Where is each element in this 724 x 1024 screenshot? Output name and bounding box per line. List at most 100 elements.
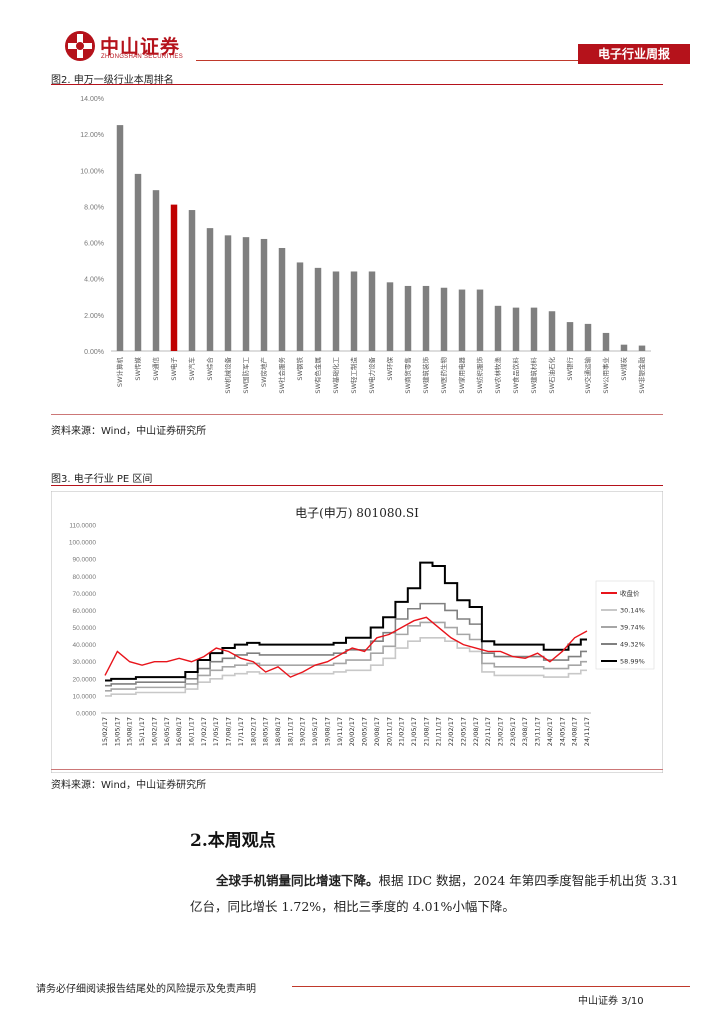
- chart2-bar: [422, 285, 430, 351]
- chart2-bar: [548, 311, 556, 351]
- industry-ranking-bar-chart: 0.00% 2.00% 4.00% 6.00% 8.00% 10.00% 12.00% 14.…: [51, 86, 663, 411]
- chart2-x-tick-label: SW计算机: [115, 357, 124, 388]
- chart2-x-tick-label: SW有色金属: [313, 357, 322, 394]
- chart2-bar: [278, 247, 286, 351]
- chart3-x-tick-label: 23/08/17: [521, 717, 529, 746]
- chart2-bar: [620, 344, 628, 351]
- chart3-frame: [51, 491, 663, 773]
- chart3-x-tick-label: 23/02/17: [496, 717, 504, 746]
- chart3-x-tick-label: 20/11/17: [385, 717, 393, 746]
- chart3-x-tick-label: 23/05/17: [509, 717, 517, 746]
- chart2-bar: [584, 323, 592, 351]
- chart2-x-tick-label: SW通信: [151, 357, 160, 381]
- chart2-x-tick-label: SW轻工制造: [349, 357, 358, 394]
- zhongshan-logo-icon: [65, 31, 95, 61]
- chart3-x-tick-label: 20/02/17: [348, 717, 356, 746]
- chart3-series-line: [104, 616, 588, 678]
- chart2-x-tick-label: SW电力设备: [367, 357, 376, 394]
- figure3-source: 资料来源：Wind，中山证券研究所: [51, 780, 207, 791]
- chart3-title: 电子(申万) 801080.SI: [295, 506, 419, 520]
- chart3-legend-label: 收盘价: [620, 589, 640, 598]
- chart3-legend-label: 58.99%: [620, 658, 645, 666]
- chart3-x-tick-label: 21/08/17: [422, 717, 430, 746]
- chart3-y-tick-label: 90.0000: [73, 557, 97, 564]
- chart2-x-tick-label: SW医药生物: [439, 357, 448, 394]
- chart3-series-line: [105, 637, 587, 697]
- chart2-bar: [458, 289, 466, 351]
- chart3-x-tick-label: 19/11/17: [336, 717, 344, 746]
- report-type-badge: 电子行业周报: [578, 44, 690, 64]
- pe-band-line-chart: 电子(申万) 801080.SI 0.0000 10.0000 20.0000 30.0…: [51, 491, 663, 773]
- chart3-y-tick-label: 50.0000: [73, 625, 97, 632]
- chart2-x-tick-label: SW社会服务: [277, 357, 286, 394]
- chart2-y-tick-label: 10.00%: [80, 168, 104, 175]
- chart2-x-tick-label: SW交通运输: [583, 357, 592, 394]
- figure2-bottom-rule: [51, 414, 663, 415]
- chart2-x-tick-label: SW银行: [565, 357, 574, 381]
- chart3-legend-box: [595, 580, 655, 670]
- chart2-x-tick-label: SW石油石化: [547, 357, 556, 394]
- footer-divider: [292, 986, 690, 987]
- chart2-x-tick-label: SW商贸零售: [403, 357, 412, 394]
- chart2-y-tick-label: 12.00%: [80, 132, 104, 139]
- chart2-y-tick-label: 0.00%: [84, 349, 104, 356]
- chart3-x-tick-label: 22/02/17: [447, 717, 455, 746]
- chart3-x-tick-label: 15/05/17: [113, 717, 121, 746]
- chart2-x-tick-label: SW农林牧渔: [493, 357, 502, 394]
- chart2-bar: [224, 235, 232, 351]
- chart2-bar: [512, 307, 520, 351]
- chart3-x-tick-label: 24/02/17: [546, 717, 554, 746]
- chart2-bar: [332, 271, 340, 351]
- chart3-x-tick-label: 18/05/17: [262, 717, 270, 746]
- chart3-y-tick-label: 60.0000: [73, 608, 97, 615]
- chart3-x-tick-label: 17/02/17: [200, 717, 208, 746]
- chart2-bar: [134, 173, 142, 351]
- chart3-y-tick-label: 10.0000: [73, 693, 97, 700]
- chart2-x-tick-label: SW钢铁: [295, 357, 304, 381]
- chart3-x-tick-label: 16/08/17: [175, 717, 183, 746]
- chart3-x-tick-label: 20/05/17: [361, 717, 369, 746]
- logo-english-name: ZHONGSHAN SECURITIES: [101, 54, 184, 60]
- header-divider: [196, 60, 578, 61]
- chart2-bar: [638, 345, 646, 351]
- chart3-x-tick-label: 17/11/17: [237, 717, 245, 746]
- chart2-bar: [350, 271, 358, 351]
- chart2-x-tick-label: SW传媒: [133, 357, 142, 381]
- chart2-y-tick-label: 2.00%: [84, 313, 104, 320]
- chart2-x-tick-label: SW汽车: [187, 357, 196, 381]
- figure3-bottom-rule: [51, 769, 663, 770]
- chart3-x-tick-label: 16/02/17: [150, 717, 158, 746]
- chart3-series-line: [105, 621, 587, 692]
- chart3-x-tick-label: 17/05/17: [212, 717, 220, 746]
- chart3-x-tick-label: 24/08/17: [571, 717, 579, 746]
- chart2-x-tick-label: SW煤炭: [619, 357, 628, 381]
- chart3-x-tick-label: 18/08/17: [274, 717, 282, 746]
- chart2-bar: [602, 332, 610, 351]
- chart2-x-tick-label: SW公用事业: [601, 357, 610, 394]
- chart3-y-tick-label: 80.0000: [73, 574, 97, 581]
- chart2-x-tick-label: SW非银金融: [637, 357, 646, 394]
- chart2-bar: [242, 237, 250, 351]
- chart2-x-tick-label: SW食品饮料: [511, 357, 520, 394]
- chart2-bar: [314, 267, 322, 351]
- chart3-legend-label: 30.14%: [620, 607, 645, 615]
- chart2-bar: [566, 322, 574, 351]
- logo-chinese-name: 中山证券: [100, 36, 181, 58]
- chart3-y-tick-label: 0.0000: [76, 711, 96, 718]
- chart2-x-tick-label: SW建筑装饰: [421, 357, 430, 394]
- chart2-y-tick-label: 14.00%: [80, 96, 104, 103]
- chart3-y-tick-label: 70.0000: [73, 591, 97, 598]
- section-paragraph: 全球手机销量同比增速下降。根据 IDC 数据，2024 年第四季度智能手机出货 …: [190, 868, 690, 920]
- chart3-x-tick-label: 24/05/17: [558, 717, 566, 746]
- chart2-x-tick-label: SW综合: [205, 357, 214, 381]
- chart3-x-tick-label: 20/08/17: [373, 717, 381, 746]
- figure3-top-rule: [51, 485, 663, 486]
- chart2-bar: [152, 190, 160, 351]
- chart2-bar: [530, 307, 538, 351]
- page-header: 中山证券 ZHONGSHAN SECURITIES 电子行业周报: [0, 0, 724, 68]
- chart2-y-tick-label: 8.00%: [84, 204, 104, 211]
- chart3-legend-label: 49.32%: [620, 641, 645, 649]
- chart3-x-tick-label: 22/05/17: [459, 717, 467, 746]
- chart2-bar: [404, 285, 412, 351]
- chart3-x-tick-label: 21/11/17: [435, 717, 443, 746]
